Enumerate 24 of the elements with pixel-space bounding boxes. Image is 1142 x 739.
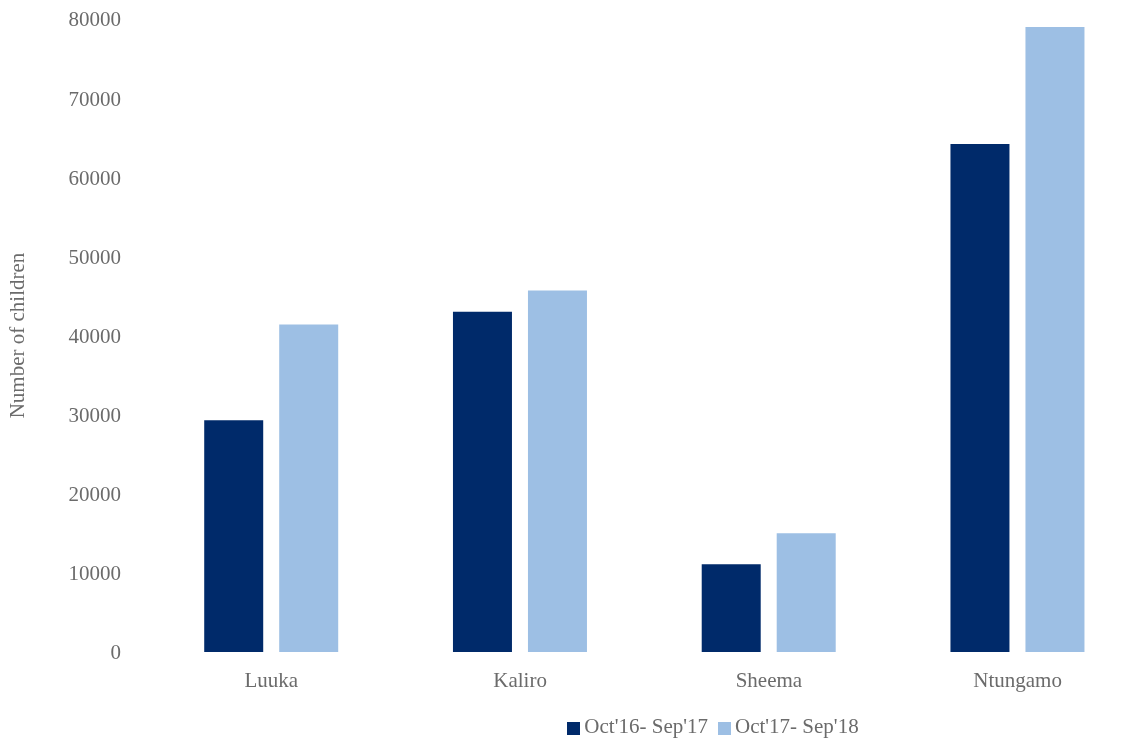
bar: [527, 290, 587, 652]
legend-label: Oct'17- Sep'18: [735, 714, 859, 738]
bar: [1025, 26, 1085, 652]
y-tick-label: 10000: [68, 561, 121, 586]
y-tick-label: 40000: [68, 323, 121, 348]
y-axis-title: Number of children: [5, 252, 30, 419]
x-tick-label: Luuka: [244, 667, 299, 692]
bar: [204, 420, 264, 652]
legend-label: Oct'16- Sep'17: [584, 714, 708, 738]
y-tick-label: 50000: [68, 244, 121, 269]
x-tick-label: Sheema: [735, 667, 803, 692]
bar: [776, 533, 836, 652]
y-tick-label: 20000: [68, 482, 121, 507]
y-tick-label: 60000: [68, 165, 121, 190]
bar: [452, 311, 512, 652]
y-tick-label: 80000: [68, 7, 121, 32]
y-tick-label: 0: [110, 640, 121, 665]
x-tick-label: Ntungamo: [973, 667, 1062, 692]
y-tick-label: 70000: [68, 86, 121, 111]
x-tick-label: Kaliro: [493, 667, 547, 692]
bar: [950, 144, 1010, 652]
bar: [279, 324, 339, 652]
y-tick-label: 30000: [68, 403, 121, 428]
bar: [701, 564, 761, 652]
